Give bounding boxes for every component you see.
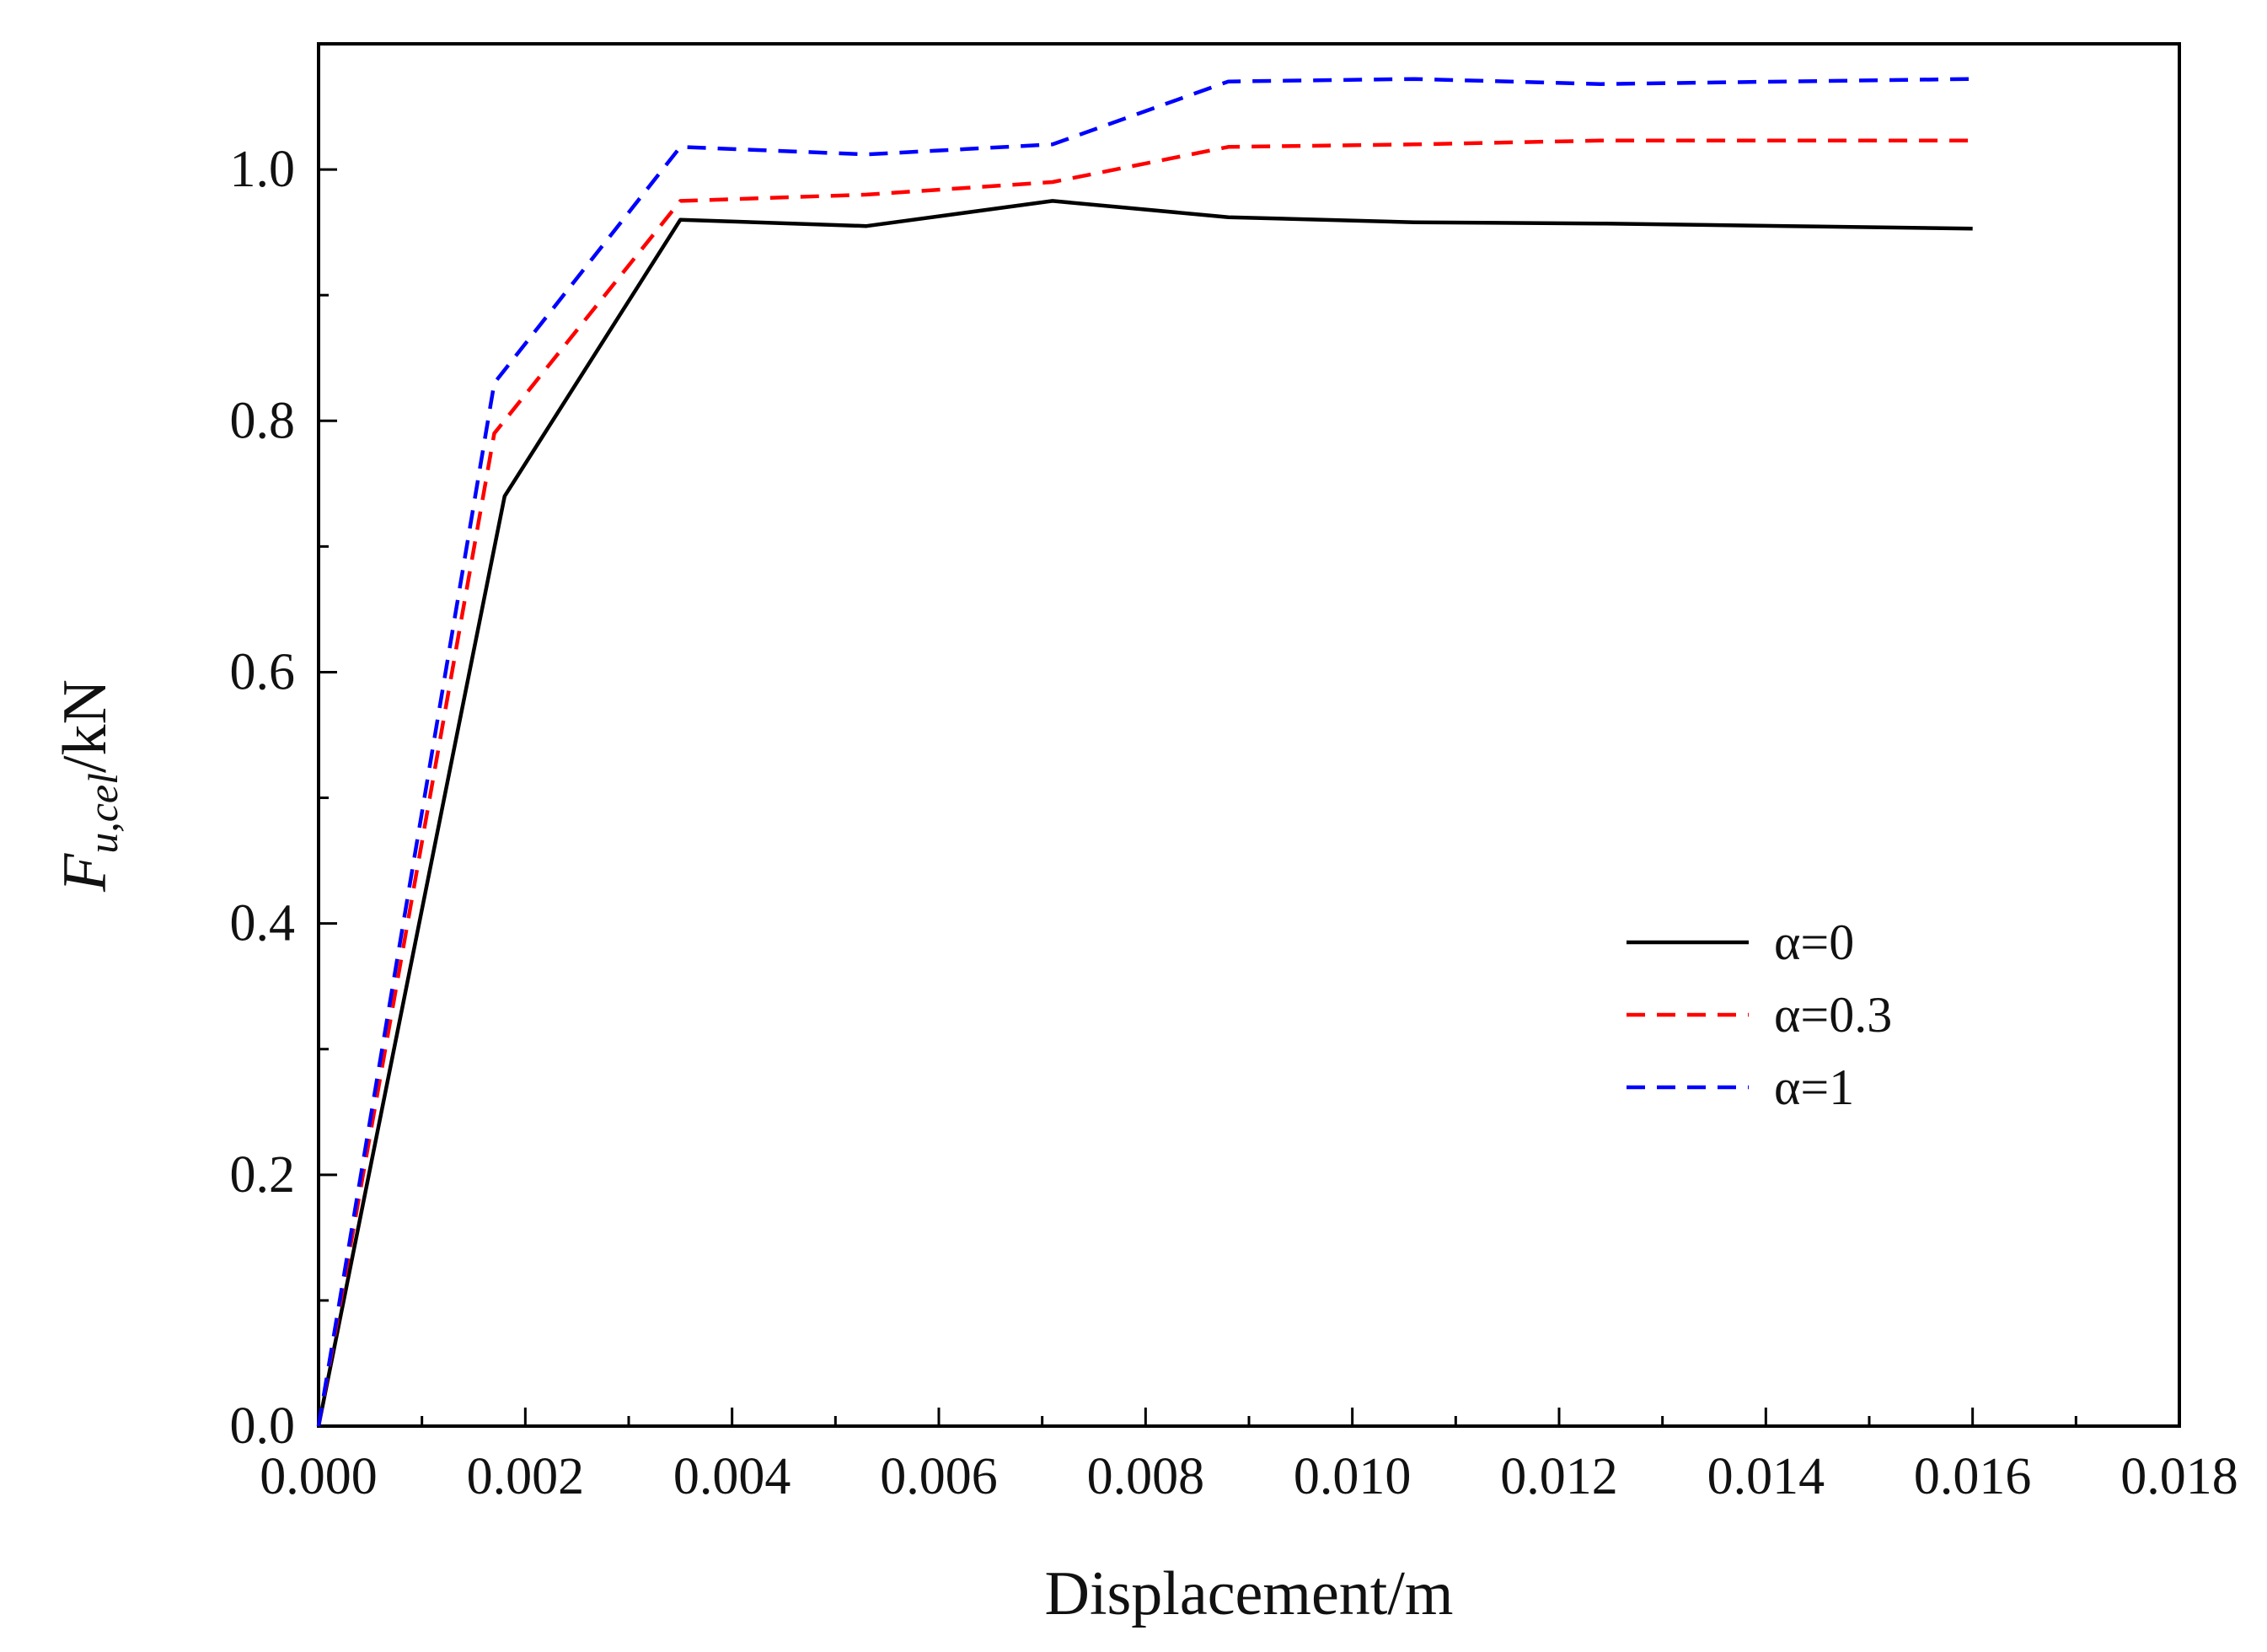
y-tick-label: 0.2	[230, 1146, 296, 1204]
y-axis-title-subscript: u,cel	[79, 773, 126, 854]
x-tick-label: 0.010	[1294, 1448, 1412, 1505]
y-tick-label: 0.8	[230, 392, 296, 449]
y-tick-label: 1.0	[230, 141, 296, 198]
y-tick-label: 0.0	[230, 1397, 296, 1455]
legend-label-1: α=0.3	[1774, 987, 1892, 1043]
x-tick-label: 0.000	[260, 1448, 378, 1505]
y-tick-label: 0.6	[230, 643, 296, 700]
x-tick-label: 0.008	[1087, 1448, 1205, 1505]
y-axis-title: Fu,cel/kN	[51, 679, 126, 893]
series-line-2	[316, 77, 1973, 1427]
x-tick-label: 0.004	[673, 1448, 791, 1505]
x-tick-label: 0.018	[2120, 1448, 2238, 1505]
x-axis-title: Displacement/m	[1045, 1559, 1454, 1628]
legend: α=0 α=0.3 α=1	[1627, 914, 1892, 1115]
x-tick-label: 0.012	[1500, 1448, 1618, 1505]
series-layer	[316, 77, 1973, 1427]
y-tick-label: 0.4	[230, 895, 296, 952]
series-line-1	[316, 138, 1973, 1427]
axis-ticks	[317, 42, 2181, 1428]
x-tick-label: 0.002	[467, 1448, 585, 1505]
y-axis-title-unit: /kN	[51, 679, 120, 773]
tick-labels: 0.000 0.002 0.004 0.006 0.008 0.010 0.012 0.014…	[230, 141, 2238, 1505]
x-tick-label: 0.014	[1707, 1448, 1825, 1505]
legend-label-2: α=1	[1774, 1059, 1854, 1115]
x-tick-label: 0.016	[1914, 1448, 2032, 1505]
series-line-0	[316, 199, 1973, 1427]
y-axis-title-main: F	[51, 853, 120, 893]
legend-label-0: α=0	[1774, 914, 1854, 970]
x-tick-label: 0.006	[880, 1448, 998, 1505]
